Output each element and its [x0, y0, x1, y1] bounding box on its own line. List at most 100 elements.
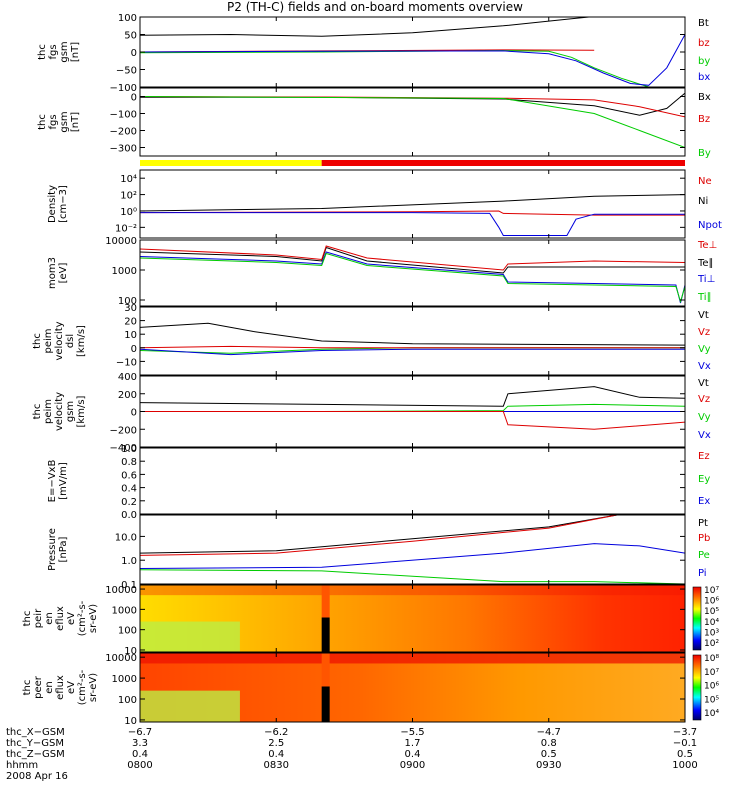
legend-label: Vx	[698, 361, 711, 372]
colorbar-tick-label: 10⁸	[704, 654, 719, 664]
y-tick-label: 10⁰	[120, 207, 137, 218]
date-label: 2008 Apr 16	[6, 771, 68, 782]
legend-label: Ez	[698, 451, 710, 462]
y-tick-label: 1.0	[121, 556, 137, 567]
x-annotation-row-label: thc_Y−GSM	[6, 738, 64, 749]
y-tick-label: 0.4	[121, 484, 137, 495]
spectrogram-top-band	[140, 585, 685, 596]
x-annotation-value: 0.4	[132, 749, 148, 760]
y-tick-label: −200	[110, 425, 137, 436]
series-line-green	[140, 569, 685, 584]
panel-frame	[139, 239, 686, 307]
series-line-green	[140, 96, 685, 148]
y-axis-label: velocity	[54, 321, 65, 360]
series-line-red	[140, 245, 685, 271]
y-axis-label: (cm²-s-	[77, 600, 88, 636]
y-tick-label: −10	[116, 357, 137, 368]
y-axis-label: sr-eV)	[88, 673, 99, 702]
colorbar-tick-label: 10⁶	[704, 682, 719, 692]
y-tick-label: 0.6	[121, 470, 137, 481]
y-tick-label: 100	[118, 296, 137, 307]
legend-label: Bt	[698, 18, 709, 29]
panel-frame	[139, 306, 686, 376]
legend-label: Pe	[698, 550, 710, 561]
y-axis-label: [cm−3]	[58, 185, 69, 223]
y-tick-label: −100	[110, 110, 137, 121]
series-line-black	[140, 515, 617, 554]
data-gap-column	[321, 686, 330, 722]
y-tick-label: 10	[124, 330, 137, 341]
spectrogram-top-band	[140, 653, 685, 664]
panel-frame	[139, 514, 686, 585]
series-line-blue	[140, 251, 685, 304]
y-axis-label: [mV/m]	[58, 462, 69, 500]
spectrogram-low-energy-band	[140, 621, 240, 652]
series-line-red	[140, 210, 685, 216]
y-tick-label: 10000	[105, 585, 137, 596]
series-line-red	[140, 515, 617, 556]
x-annotation-row-label: thc_Z−GSM	[6, 749, 65, 760]
legend-label: Ti∥	[697, 292, 712, 303]
colorbar-tick-label: 10⁵	[704, 607, 719, 617]
y-axis-label: Pressure	[47, 528, 58, 571]
series-line-red	[140, 96, 685, 118]
x-annotation-value: −3.7	[673, 727, 697, 738]
y-tick-label: 10000	[105, 653, 137, 664]
x-annotation-row-label: hhmm	[6, 760, 38, 771]
y-axis-label: thc	[37, 114, 48, 130]
series-line-green	[140, 347, 685, 354]
y-axis-label: gsm	[65, 401, 76, 422]
legend-label: Vt	[698, 310, 709, 321]
y-tick-label: 20	[124, 317, 137, 328]
colorbar-tick-label: 10⁷	[704, 668, 719, 678]
spectrogram-low-energy-band	[140, 690, 240, 722]
status-bar-red	[321, 160, 685, 166]
plot-title: P2 (TH-C) fields and on-board moments ov…	[227, 0, 523, 14]
y-tick-label: 1.0	[121, 444, 137, 455]
x-annotation-value: 0.4	[268, 749, 284, 760]
y-tick-label: 1000	[112, 266, 137, 277]
y-axis-label: [nT]	[70, 112, 81, 132]
y-axis-label: en	[44, 681, 55, 694]
y-tick-label: −400	[110, 443, 137, 454]
x-annotation-value: 0830	[264, 760, 289, 771]
y-axis-label: thc	[32, 333, 43, 349]
y-axis-label: [eV]	[58, 263, 69, 284]
y-axis-label: peim	[43, 399, 54, 424]
series-line-blue	[140, 543, 685, 569]
data-gap-column	[321, 617, 330, 652]
x-annotation-value: 0930	[536, 760, 561, 771]
y-axis-label: mom3	[47, 257, 58, 289]
y-axis-label: peer	[33, 675, 44, 699]
y-tick-label: −300	[110, 144, 137, 155]
series-line-blue	[140, 348, 685, 356]
y-tick-label: 0.0	[121, 510, 137, 521]
colorbar-tick-label: 10⁷	[704, 586, 719, 596]
y-axis-label: [km/s]	[76, 325, 87, 357]
x-annotation-value: 1000	[672, 760, 697, 771]
y-tick-label: 1000	[112, 674, 137, 685]
colorbar-tick-label: 10⁴	[704, 618, 719, 628]
y-axis-label: sr-eV)	[88, 604, 99, 633]
y-axis-label: thc	[37, 44, 48, 60]
legend-label: Vt	[698, 378, 709, 389]
x-annotation-value: −6.2	[264, 727, 288, 738]
y-tick-label: 100	[118, 13, 137, 24]
y-axis-label: eflux	[55, 675, 66, 700]
series-line-blue	[140, 212, 685, 236]
legend-label: Ey	[698, 474, 710, 485]
series-line-blue	[140, 34, 685, 86]
y-axis-label: eflux	[55, 606, 66, 631]
legend-label: Npot	[698, 220, 722, 231]
x-annotation-value: 0800	[127, 760, 152, 771]
y-tick-label: 10²	[120, 191, 137, 202]
legend-label: Te⊥	[697, 240, 717, 251]
legend-label: Pb	[698, 533, 710, 544]
legend-label: Vz	[698, 327, 710, 338]
x-annotation-value: 0.5	[677, 749, 693, 760]
y-axis-label: fgs	[48, 114, 59, 129]
y-tick-label: 0.8	[121, 457, 137, 468]
y-axis-label: Density	[47, 185, 58, 223]
y-tick-label: 0	[131, 48, 137, 59]
series-line-black	[140, 194, 685, 212]
